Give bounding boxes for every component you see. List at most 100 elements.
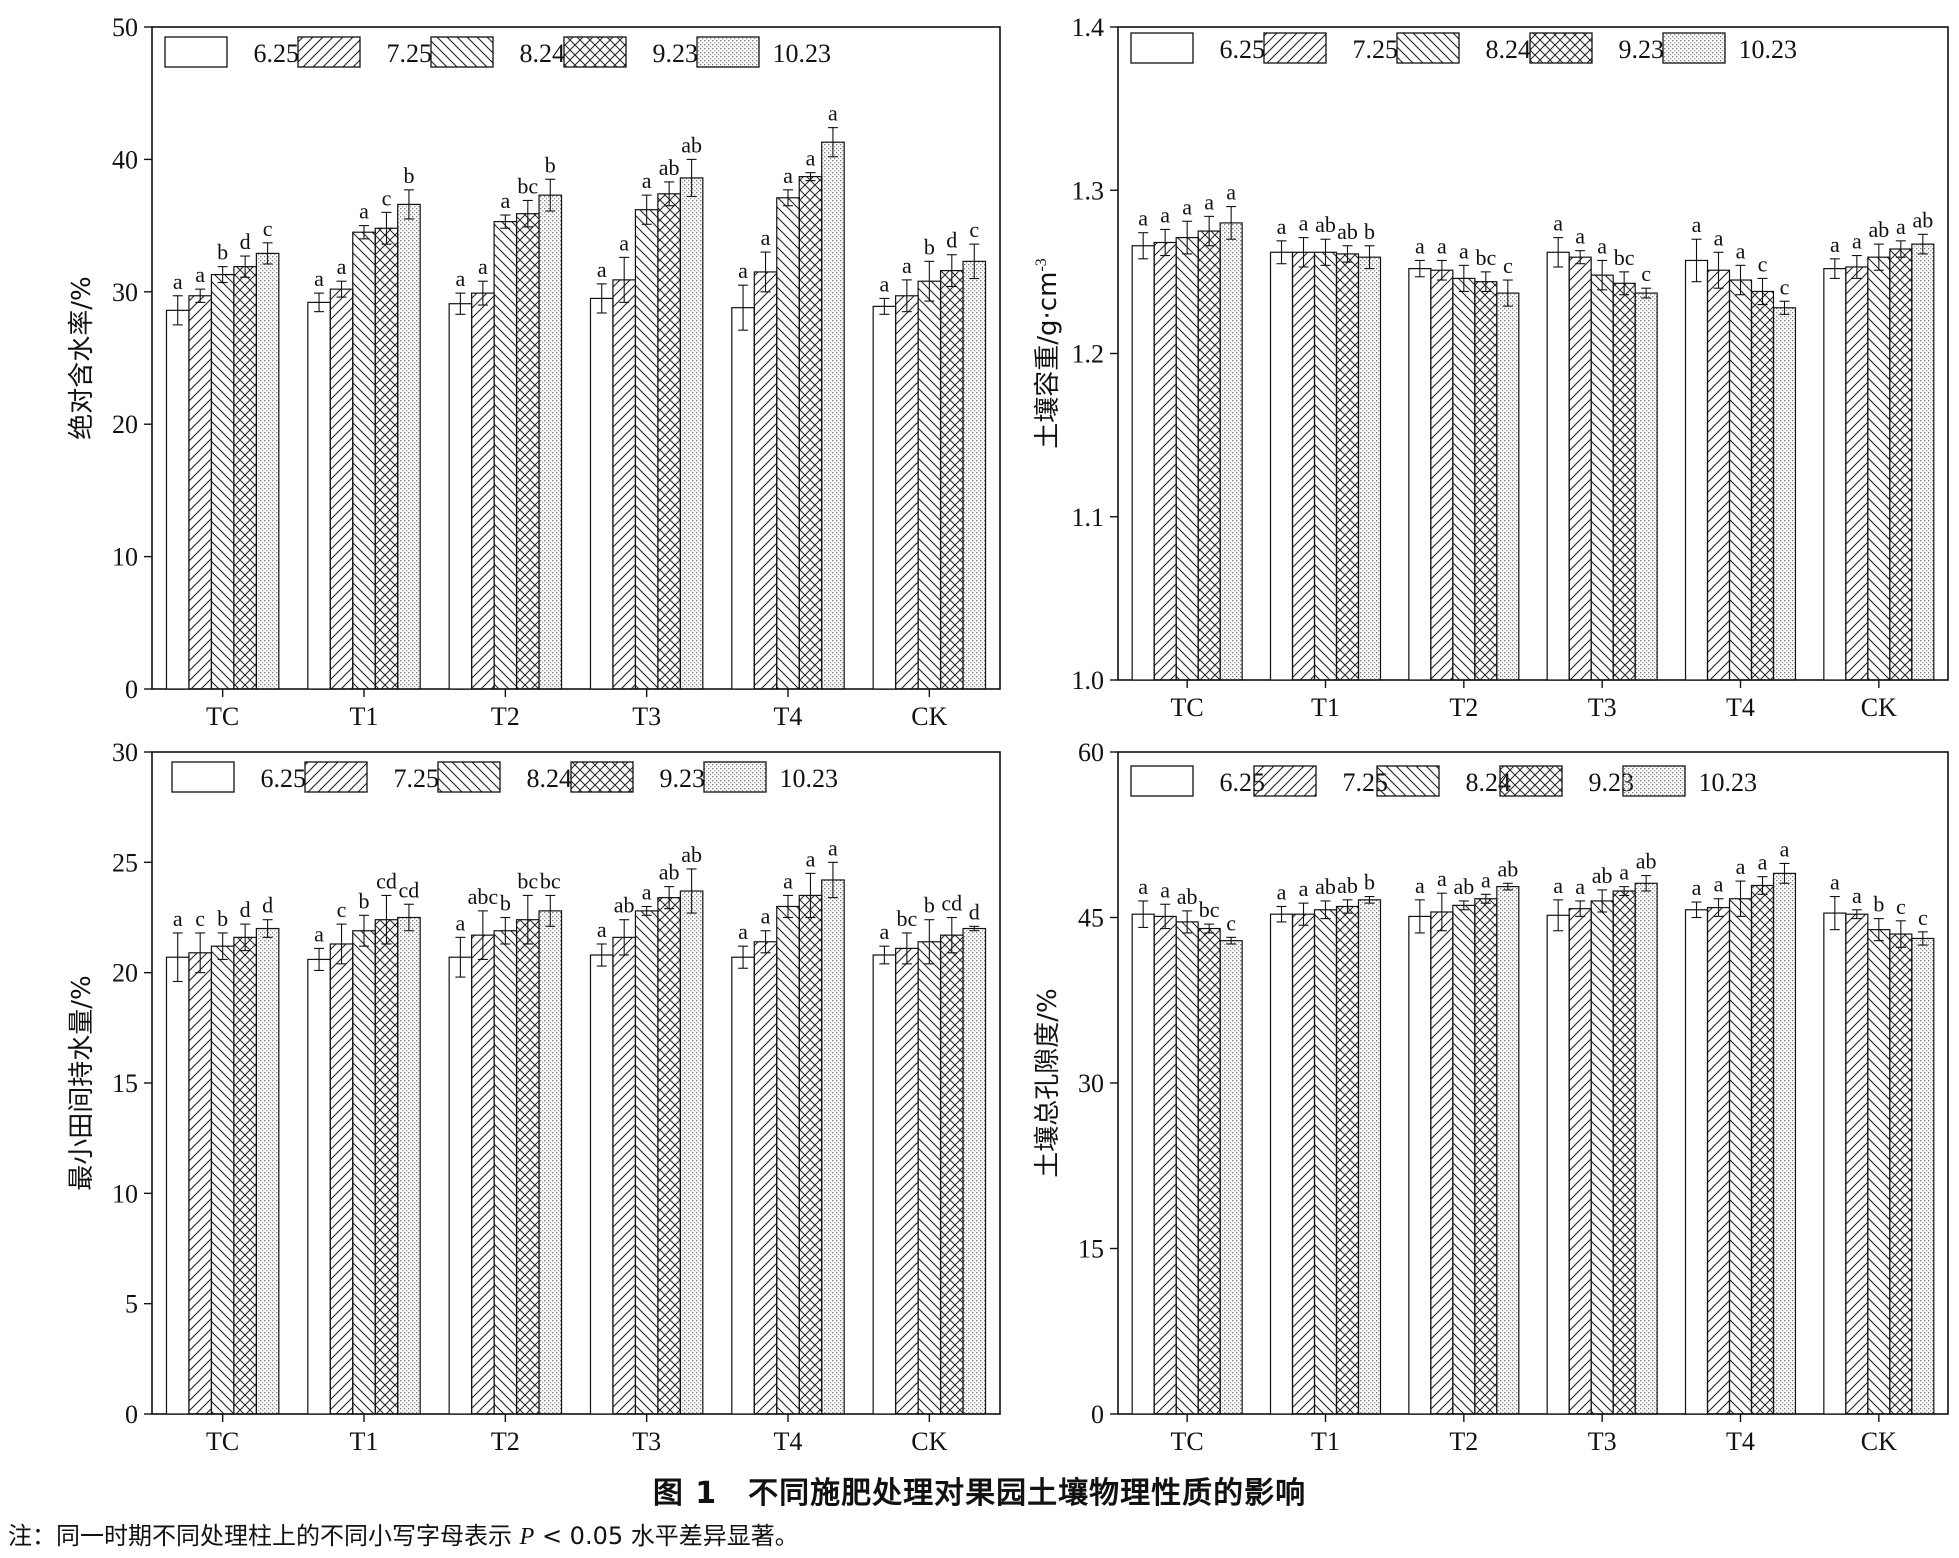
note-p: P — [519, 1524, 535, 1550]
legend-swatch — [164, 36, 228, 68]
significance-letter: bc — [1614, 245, 1635, 270]
bar — [1131, 245, 1155, 681]
bar — [1430, 911, 1454, 1415]
significance-letter: a — [1160, 877, 1170, 902]
bar — [1612, 890, 1636, 1415]
bar — [210, 273, 235, 690]
bar — [352, 930, 376, 1415]
significance-letter: ab — [1337, 219, 1358, 244]
y-tick-label: 40 — [112, 145, 138, 174]
significance-letter: bc — [1475, 245, 1496, 270]
bar — [872, 305, 897, 690]
x-tick-label: T1 — [1311, 1427, 1340, 1456]
bar — [895, 947, 919, 1415]
bar — [753, 271, 778, 690]
bar — [471, 934, 495, 1415]
bar — [1153, 241, 1177, 681]
legend-swatch — [563, 36, 627, 68]
significance-letter: bc — [517, 868, 538, 893]
bar — [634, 209, 659, 690]
significance-letter: a — [619, 230, 629, 255]
bar — [165, 956, 190, 1415]
legend-swatch — [430, 36, 494, 68]
x-tick-label: T1 — [350, 702, 379, 731]
significance-letter: a — [1459, 238, 1469, 263]
y-axis-label: 土壤总孔隙度/% — [1033, 988, 1063, 1177]
significance-letter: d — [240, 897, 251, 922]
significance-letter: a — [1299, 211, 1309, 236]
y-tick-label: 0 — [1091, 1400, 1104, 1429]
bar — [1313, 251, 1338, 681]
significance-letter: a — [1299, 876, 1309, 901]
y-tick-label: 1.4 — [1072, 13, 1105, 42]
bar — [188, 952, 213, 1415]
significance-letter: a — [1138, 206, 1148, 231]
bar — [589, 297, 614, 690]
bar — [1568, 908, 1592, 1415]
bar — [776, 197, 800, 690]
significance-letter: a — [1597, 233, 1607, 258]
significance-letter: ab — [1868, 217, 1889, 242]
bar — [1291, 913, 1316, 1415]
bar — [448, 303, 473, 690]
bar — [1911, 243, 1935, 681]
significance-letter: a — [173, 906, 183, 931]
legend-label: 9.23 — [1619, 35, 1665, 64]
bar — [917, 941, 942, 1415]
bar — [1634, 292, 1658, 681]
significance-letter: a — [1277, 214, 1287, 239]
legend-label: 7.25 — [387, 39, 433, 68]
significance-letter: ab — [681, 132, 702, 157]
y-tick-label: 10 — [112, 1179, 138, 1208]
legend-label: 9.23 — [653, 39, 699, 68]
bar — [1684, 259, 1709, 681]
legend-label: 8.24 — [527, 764, 573, 793]
legend-swatch — [1376, 765, 1440, 797]
bar — [679, 177, 704, 690]
bar — [210, 945, 235, 1415]
legend-label: 10.23 — [1739, 35, 1798, 64]
significance-letter: a — [828, 101, 838, 126]
significance-letter: b — [924, 893, 935, 918]
significance-letter: b — [1873, 892, 1884, 917]
significance-letter: a — [1852, 229, 1862, 254]
bar — [1153, 915, 1177, 1415]
y-tick-label: 30 — [1078, 1069, 1104, 1098]
bar — [939, 934, 964, 1415]
significance-letter: ab — [1912, 207, 1933, 232]
significance-letter: a — [1896, 214, 1906, 239]
bar — [1357, 899, 1382, 1415]
legend-swatch — [1130, 32, 1194, 64]
significance-letter: c — [195, 906, 205, 931]
significance-letter: a — [1437, 233, 1447, 258]
significance-letter: a — [761, 225, 771, 250]
x-tick-label: T2 — [1449, 1427, 1478, 1456]
legend-swatch — [437, 761, 501, 793]
y-tick-label: 25 — [112, 848, 138, 877]
bar — [612, 279, 637, 690]
significance-letter: d — [946, 228, 957, 253]
x-tick-label: T4 — [1726, 1427, 1755, 1456]
bar — [612, 936, 637, 1415]
bar — [374, 919, 399, 1415]
bar — [1867, 929, 1891, 1415]
significance-letter: b — [359, 888, 370, 913]
significance-letter: a — [1714, 872, 1724, 897]
bar — [962, 927, 987, 1415]
bar — [1728, 898, 1753, 1415]
significance-letter: b — [500, 891, 511, 916]
significance-letter: a — [1437, 866, 1447, 891]
significance-letter: c — [1226, 910, 1236, 935]
bar — [1430, 269, 1454, 681]
x-tick-label: T4 — [1726, 693, 1755, 722]
significance-letter: b — [403, 163, 414, 188]
legend-swatch — [1622, 765, 1686, 797]
significance-letter: a — [738, 258, 748, 283]
bar — [165, 309, 190, 690]
significance-letter: a — [1415, 233, 1425, 258]
legend-label: 6.25 — [1220, 35, 1266, 64]
y-tick-label: 50 — [112, 13, 138, 42]
y-axis-label: 绝对含水率/% — [67, 276, 97, 439]
